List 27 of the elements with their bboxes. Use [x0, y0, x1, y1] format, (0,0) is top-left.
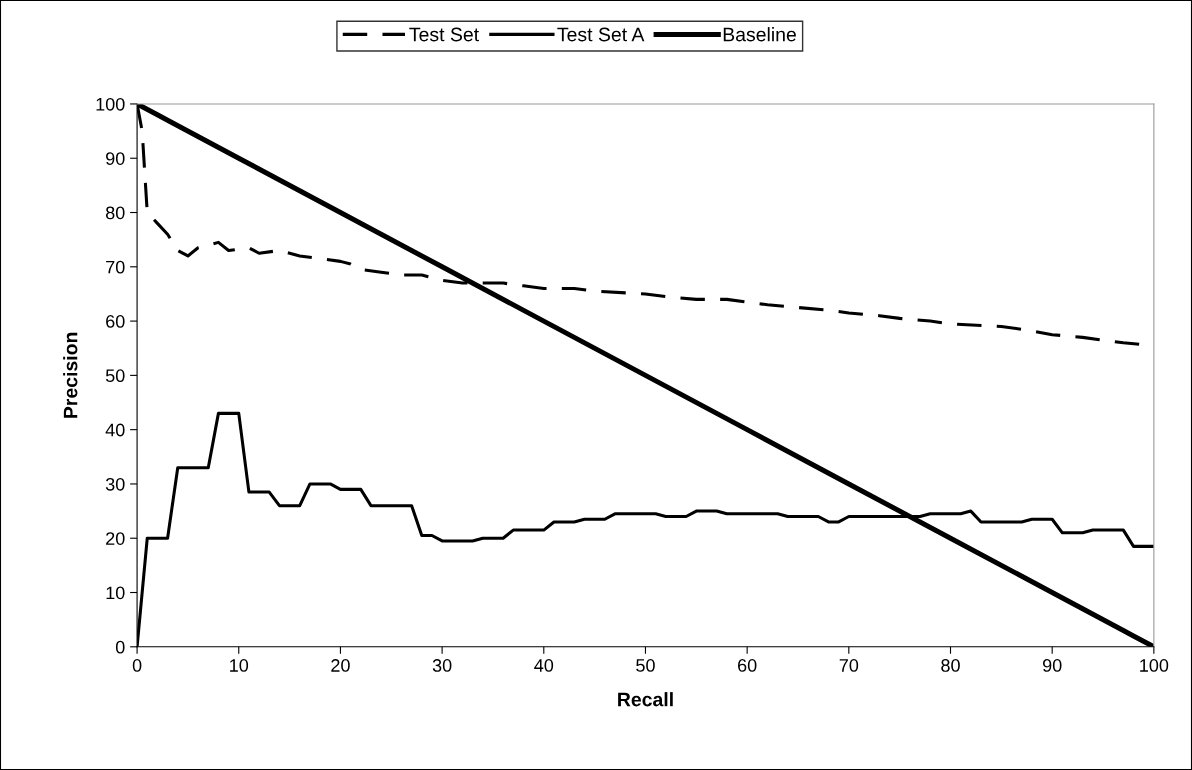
- x-tick-label: 0: [132, 659, 142, 672]
- y-tick-label: 60: [106, 315, 125, 328]
- y-tick-label: 90: [106, 152, 125, 165]
- y-tick-label: 40: [105, 423, 125, 437]
- y-tick-label: 10: [106, 586, 125, 600]
- x-tick-label: 70: [839, 659, 859, 672]
- y-tick-label: 20: [106, 532, 125, 545]
- legend-label: Test Set: [409, 27, 479, 42]
- y-tick-label: 50: [105, 369, 125, 383]
- x-tick-label: 80: [941, 659, 960, 672]
- x-axis-title: Recall: [618, 692, 673, 707]
- x-tick-label: 10: [230, 659, 249, 672]
- x-tick-label: 40: [534, 659, 554, 672]
- x-tick-label: 50: [636, 659, 655, 672]
- y-tick-label: 0: [115, 640, 125, 654]
- x-tick-label: 90: [1042, 659, 1062, 672]
- x-tick-label: 60: [738, 659, 757, 672]
- y-tick-label: 70: [106, 260, 125, 274]
- legend-label: Test Set A: [557, 27, 645, 42]
- y-axis-title: Precision: [63, 332, 78, 418]
- legend-label: Baseline: [723, 27, 796, 42]
- x-tick-label: 30: [432, 659, 452, 672]
- x-tick-label: 20: [331, 659, 350, 672]
- y-tick-label: 30: [105, 477, 125, 491]
- y-tick-label: 80: [105, 206, 125, 220]
- y-tick-label: 100: [96, 97, 125, 111]
- x-tick-label: 100: [1140, 659, 1169, 672]
